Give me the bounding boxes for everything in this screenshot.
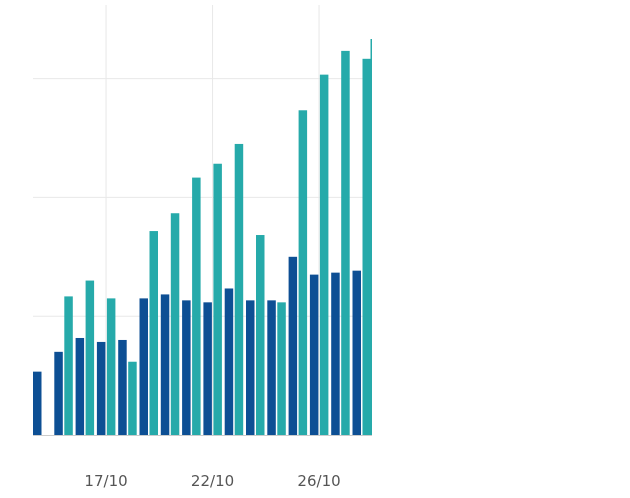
x-tick-label: 26/10 (297, 472, 340, 490)
bar-series-2-edge (370, 39, 372, 435)
bar-series-2-23-10 (234, 143, 244, 435)
bar-series-1-23-10 (224, 288, 234, 435)
bar-series-1-26-10 (288, 256, 298, 435)
bar-series-1-17-10 (96, 341, 106, 435)
bar-series-2-24-10 (256, 235, 265, 435)
x-tick-label: 17/10 (84, 472, 127, 490)
bar-series-2-27-10 (319, 74, 329, 435)
bar-series-2-17-10 (106, 298, 116, 435)
bar-series-1-18-10 (118, 339, 127, 435)
bar-series-2-25-10 (277, 302, 286, 435)
bar-series-2-26-10 (298, 110, 308, 435)
bar-series-2-16-10 (85, 280, 95, 435)
bar-series-1-20-10 (160, 294, 170, 435)
bar-series-2-21-10 (192, 177, 201, 435)
bar-series-2-22-10 (213, 163, 222, 436)
bars (33, 39, 372, 436)
bar-series-1-25-10 (267, 300, 276, 435)
bar-series-2-15-10 (64, 296, 73, 435)
bar-series-1-29-10 (352, 270, 361, 435)
bar-series-1-19-10 (139, 298, 148, 435)
bar-series-2-28-10 (341, 50, 350, 435)
bar-series-1-15-10 (54, 351, 63, 435)
bar-series-1-16-10 (75, 337, 85, 435)
x-axis: 17/10 22/10 26/10 (33, 435, 372, 490)
bar-series-2-19-10 (149, 231, 158, 435)
grid (33, 5, 372, 435)
bar-series-1-24-10 (246, 300, 255, 435)
x-tick-label: 22/10 (191, 472, 234, 490)
bar-series-1-22-10 (203, 302, 212, 435)
bar-series-1-28-10 (331, 272, 340, 435)
bar-series-1-21-10 (182, 300, 191, 435)
bar-series-1-14-10 (33, 371, 42, 435)
bar-series-2-18-10 (128, 361, 137, 435)
bar-series-2-29-10 (362, 58, 371, 436)
bar-series-2-20-10 (170, 213, 180, 435)
bar-series-1-27-10 (309, 274, 319, 435)
